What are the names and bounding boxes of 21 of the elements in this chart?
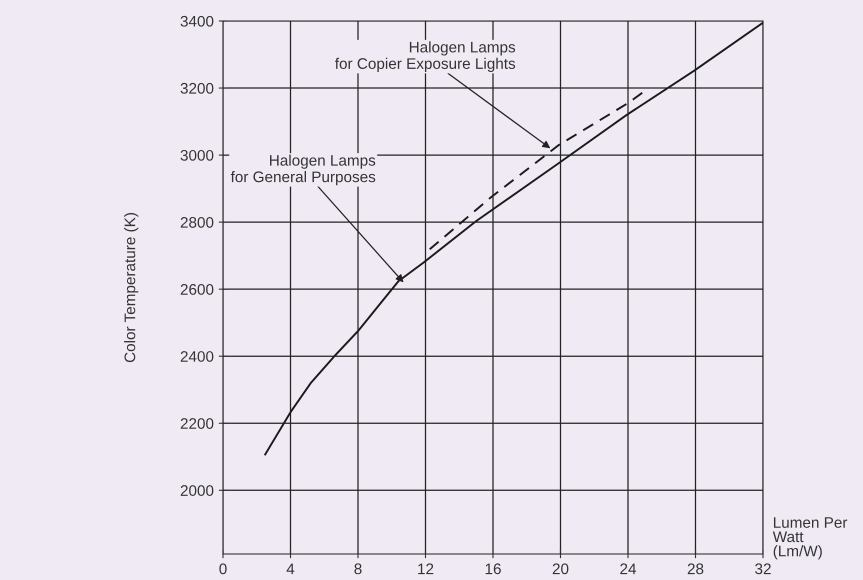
x-tick-label: 24 xyxy=(620,563,636,574)
y-axis-title: Color Temperature (K) xyxy=(124,213,138,362)
x-tick-label: 12 xyxy=(418,563,434,574)
y-tick-label: 3000 xyxy=(180,150,214,161)
x-tick-label: 28 xyxy=(688,563,704,574)
y-tick-label: 2200 xyxy=(180,418,214,429)
y-tick-label: 2600 xyxy=(180,284,214,295)
x-tick-label: 32 xyxy=(755,563,771,574)
annotation: Halogen Lamps for General Purposes xyxy=(230,154,376,186)
x-tick-label: 8 xyxy=(354,563,362,574)
y-tick-label: 2000 xyxy=(180,485,214,496)
annotation: Halogen Lamps for Copier Exposure Lights xyxy=(335,41,516,72)
x-tick-label: 16 xyxy=(486,563,501,574)
y-tick-label: 2800 xyxy=(180,217,214,228)
x-tick-label: 0 xyxy=(219,563,227,574)
y-tick-label: 3400 xyxy=(180,16,214,27)
x-tick-label: 4 xyxy=(286,564,294,574)
x-axis-title: Lumen Per Watt (Lm/W) xyxy=(772,517,848,560)
x-tick-label: 20 xyxy=(552,563,568,574)
y-tick-label: 3200 xyxy=(180,82,214,94)
y-tick-label: 2400 xyxy=(180,351,214,362)
